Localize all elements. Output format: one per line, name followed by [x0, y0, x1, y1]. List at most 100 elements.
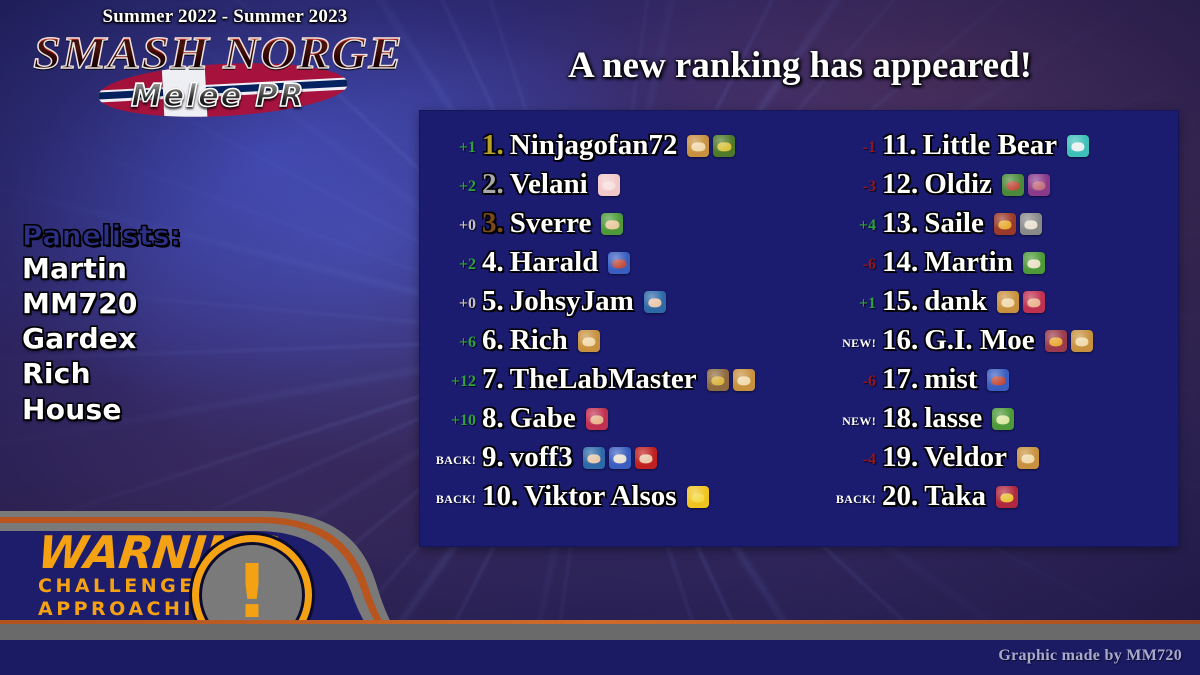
fox-icon-face	[691, 142, 705, 152]
ranking-entry: 4. Harald	[482, 246, 631, 278]
character-icons	[1044, 329, 1093, 352]
captain-falcon-icon-face	[1000, 493, 1014, 503]
player-name: Viktor Alsos	[524, 480, 677, 512]
rank-number: 6.	[482, 324, 504, 356]
character-icons	[608, 251, 631, 274]
ranking-entry: 17. mist	[882, 365, 1010, 394]
ranking-row: +4 13. Saile	[820, 209, 1178, 248]
ranking-entry: 14. Martin	[882, 248, 1045, 277]
logo-sub-text: Melee PR	[18, 77, 418, 115]
donkey-kong-icon	[706, 368, 729, 391]
ice-climbers-icon	[1067, 134, 1090, 157]
ranking-entry: 15. dank	[882, 285, 1046, 317]
luigi-icon	[601, 212, 624, 235]
character-icons	[582, 446, 657, 469]
character-icons	[1067, 134, 1090, 157]
character-icons	[577, 329, 600, 352]
ranking-entry: 6. Rich	[482, 326, 600, 355]
ranking-row: +0 3. Sverre	[420, 209, 820, 248]
character-icons	[687, 134, 736, 157]
fox-icon-face	[1001, 298, 1015, 308]
falco-icon-face	[612, 454, 627, 464]
falco-icon	[987, 368, 1010, 391]
ranking-row: +2 4. Harald	[420, 248, 820, 287]
panelist-3: Gardex	[22, 322, 137, 356]
pikachu-icon	[686, 485, 709, 508]
rank-change-badge: +12	[450, 373, 476, 390]
fox-icon	[577, 329, 600, 352]
zelda-icon-face	[1032, 181, 1046, 191]
ranking-row: -4 19. Veldor	[820, 443, 1178, 482]
player-name: Saile	[924, 207, 984, 239]
ranking-entry: 3. Sverre	[482, 207, 624, 239]
character-icons	[1016, 446, 1039, 469]
credit-label: Graphic made by MM720	[998, 647, 1182, 664]
rank-change-badge: +0	[458, 217, 476, 234]
ranking-entry: 13. Saile	[882, 209, 1042, 238]
panelist-1: Martin	[22, 251, 128, 285]
ranking-entry: 2. Velani	[482, 170, 620, 199]
warning-text-block: WARNING CHALLENGER APPROACHING	[35, 526, 280, 621]
fox-icon-face	[582, 337, 596, 347]
fox-icon	[687, 134, 710, 157]
rank-number: 5.	[482, 285, 504, 317]
donkey-kong-icon-face	[998, 220, 1012, 230]
rank-change-badge: BACK!	[435, 492, 476, 506]
jigglypuff-icon	[597, 173, 620, 196]
falco-icon-face	[1006, 181, 1020, 191]
player-name: Velani	[509, 168, 588, 200]
donkey-kong-icon-face	[717, 142, 731, 152]
player-name: Veldor	[924, 441, 1007, 473]
character-icons	[585, 407, 608, 430]
captain-falcon-icon	[585, 407, 608, 430]
player-name: Harald	[509, 246, 599, 278]
rank-number: 12.	[882, 168, 919, 200]
roy-icon	[634, 446, 657, 469]
character-icons	[996, 485, 1019, 508]
character-icons	[993, 212, 1042, 235]
character-icons	[1001, 173, 1050, 196]
ranking-entry: 19. Veldor	[882, 443, 1039, 472]
ranking-entry: 8. Gabe	[482, 404, 608, 433]
falco-icon	[608, 446, 631, 469]
rank-number: 16.	[882, 324, 919, 356]
ranking-row: -3 12. Oldiz	[820, 170, 1178, 209]
ranking-row: +1 1. Ninjagofan72	[420, 131, 820, 170]
ranking-row: NEW! 16. G.I. Moe	[820, 326, 1178, 365]
season-label: Summer 2022 - Summer 2023	[102, 6, 348, 27]
falco-icon	[608, 251, 631, 274]
player-name: Gabe	[509, 402, 576, 434]
captain-falcon-icon-face	[1027, 298, 1041, 308]
rank-number: 15.	[882, 285, 919, 317]
panelists-list: Martin MM720 Gardex Rich House	[22, 251, 182, 427]
donkey-kong-icon-face	[711, 376, 725, 386]
panelist-4: Rich	[22, 357, 91, 391]
captain-falcon-icon-face	[590, 415, 604, 425]
falco-icon-face	[612, 259, 626, 269]
rank-number: 20.	[882, 480, 919, 512]
rank-number: 13.	[882, 207, 919, 239]
ranking-column-right: -1 11. Little Bear -3 12. Oldiz +4 13. Saile -6 14…	[820, 131, 1178, 521]
ranking-entry: 10. Viktor Alsos	[482, 482, 709, 511]
fox-icon-face	[1075, 337, 1089, 347]
bottom-bar-gray-stripe	[0, 624, 1200, 640]
falco-icon-face	[991, 376, 1006, 386]
rank-number: 9.	[482, 441, 504, 473]
ice-climbers-icon-face	[1071, 142, 1085, 152]
rank-change-badge: BACK!	[435, 453, 476, 467]
mr-game-and-watch-icon-face	[1024, 220, 1038, 230]
player-name: dank	[924, 285, 988, 317]
player-name: voff3	[509, 441, 573, 473]
luigi-icon	[1022, 251, 1045, 274]
warning-line-1: CHALLENGER	[38, 575, 214, 597]
player-name: Rich	[509, 324, 568, 356]
fox-icon	[1070, 329, 1093, 352]
panelists-title: Panelists:	[22, 219, 182, 252]
rank-number: 8.	[482, 402, 504, 434]
exclamation-glyph: !	[235, 548, 269, 635]
marth-icon	[582, 446, 605, 469]
marth-icon-face	[648, 298, 662, 308]
rank-change-badge: -6	[862, 256, 876, 273]
character-icons	[706, 368, 755, 391]
player-name: Sverre	[509, 207, 592, 239]
